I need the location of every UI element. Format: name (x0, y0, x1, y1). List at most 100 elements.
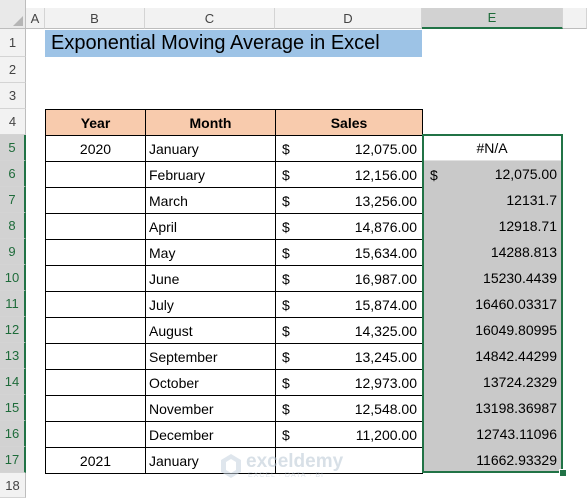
column-header-b[interactable]: B (45, 8, 145, 29)
year-cell[interactable] (45, 187, 146, 214)
ema-cell[interactable]: 14842.44299 (422, 343, 563, 369)
row-header-9[interactable]: 9 (0, 239, 26, 265)
month-cell[interactable]: December (145, 421, 276, 448)
year-cell[interactable]: 2020 (45, 135, 146, 162)
year-cell[interactable] (45, 161, 146, 188)
currency-symbol: $ (282, 375, 290, 391)
exceldemy-logo-icon (221, 454, 241, 478)
header-sales[interactable]: Sales (275, 109, 423, 136)
row-header-17[interactable]: 17 (0, 447, 26, 473)
column-header-a[interactable]: A (26, 8, 45, 29)
currency-symbol: $ (282, 271, 290, 287)
sales-cell[interactable]: 14,876.00 (275, 213, 423, 240)
year-cell[interactable] (45, 239, 146, 266)
ema-cell[interactable]: 12743.11096 (422, 421, 563, 447)
month-cell[interactable]: February (145, 161, 276, 188)
sales-cell[interactable]: 13,256.00 (275, 187, 423, 214)
row-header-12[interactable]: 12 (0, 317, 26, 343)
sales-cell[interactable]: 12,075.00 (275, 135, 423, 162)
row-header-11[interactable]: 11 (0, 291, 26, 317)
month-cell[interactable]: October (145, 369, 276, 396)
column-header-e[interactable]: E (422, 8, 563, 29)
title-cell[interactable]: Exponential Moving Average in Excel (45, 30, 422, 57)
currency-symbol: $ (282, 219, 290, 235)
currency-symbol: $ (282, 141, 290, 157)
ema-cell[interactable]: #N/A (422, 135, 563, 161)
sales-cell[interactable]: 12,548.00 (275, 395, 423, 422)
year-cell[interactable] (45, 291, 146, 318)
ema-cell[interactable]: 12,075.00 (422, 161, 563, 187)
year-cell[interactable] (45, 369, 146, 396)
ema-cell[interactable]: 16049.80995 (422, 317, 563, 343)
ema-cell[interactable]: 15230.4439 (422, 265, 563, 291)
header-year[interactable]: Year (45, 109, 146, 136)
row-header-18[interactable]: 18 (0, 473, 26, 498)
month-cell[interactable]: August (145, 317, 276, 344)
row-header-15[interactable]: 15 (0, 395, 26, 421)
year-cell[interactable] (45, 343, 146, 370)
ema-cell[interactable]: 13724.2329 (422, 369, 563, 395)
month-cell[interactable]: September (145, 343, 276, 370)
month-cell[interactable]: July (145, 291, 276, 318)
ema-cell[interactable]: 13198.36987 (422, 395, 563, 421)
ema-cell[interactable]: 14288.813 (422, 239, 563, 265)
watermark-name: exceldemy (246, 451, 344, 472)
column-header-c[interactable]: C (145, 8, 275, 29)
exceldemy-watermark: exceldemy EXCEL · DATA · BI (220, 449, 370, 485)
year-cell[interactable]: 2021 (45, 447, 146, 474)
select-all-icon (13, 16, 23, 26)
year-cell[interactable] (45, 213, 146, 240)
fill-handle[interactable] (559, 469, 567, 477)
month-cell[interactable]: May (145, 239, 276, 266)
watermark-tagline: EXCEL · DATA · BI (248, 472, 324, 479)
year-cell[interactable] (45, 317, 146, 344)
currency-symbol: $ (282, 245, 290, 261)
header-month[interactable]: Month (145, 109, 276, 136)
currency-symbol: $ (282, 401, 290, 417)
sales-cell[interactable]: 11,200.00 (275, 421, 423, 448)
sales-cell[interactable]: 13,245.00 (275, 343, 423, 370)
row-header-1[interactable]: 1 (0, 29, 26, 57)
row-header-14[interactable]: 14 (0, 369, 26, 395)
row-header-4[interactable]: 4 (0, 109, 26, 135)
row-header-2[interactable]: 2 (0, 57, 26, 83)
row-header-6[interactable]: 6 (0, 161, 26, 187)
sales-cell[interactable]: 16,987.00 (275, 265, 423, 292)
currency-symbol: $ (282, 323, 290, 339)
year-cell[interactable] (45, 265, 146, 292)
currency-symbol: $ (282, 297, 290, 313)
currency-symbol: $ (282, 193, 290, 209)
row-header-16[interactable]: 16 (0, 421, 26, 447)
sales-cell[interactable]: 12,973.00 (275, 369, 423, 396)
sales-cell[interactable]: 15,874.00 (275, 291, 423, 318)
column-header-f[interactable] (563, 8, 587, 29)
month-cell[interactable]: November (145, 395, 276, 422)
select-all-button[interactable] (0, 0, 26, 29)
year-cell[interactable] (45, 395, 146, 422)
ema-cell[interactable]: 12131.7 (422, 187, 563, 213)
ema-cell[interactable]: 12918.71 (422, 213, 563, 239)
month-cell[interactable]: March (145, 187, 276, 214)
ema-cell[interactable]: 16460.03317 (422, 291, 563, 317)
currency-symbol: $ (282, 427, 290, 443)
row-header-7[interactable]: 7 (0, 187, 26, 213)
ribbon-edge (26, 0, 587, 8)
row-header-10[interactable]: 10 (0, 265, 26, 291)
row-header-8[interactable]: 8 (0, 213, 26, 239)
sales-cell[interactable]: 12,156.00 (275, 161, 423, 188)
month-cell[interactable]: April (145, 213, 276, 240)
row-header-3[interactable]: 3 (0, 83, 26, 109)
sales-cell[interactable]: 14,325.00 (275, 317, 423, 344)
currency-symbol: $ (430, 167, 438, 183)
month-cell[interactable]: January (145, 135, 276, 162)
year-cell[interactable] (45, 421, 146, 448)
ema-cell[interactable]: 11662.93329 (422, 447, 563, 473)
currency-symbol: $ (282, 349, 290, 365)
month-cell[interactable]: June (145, 265, 276, 292)
currency-symbol: $ (282, 167, 290, 183)
row-header-5[interactable]: 5 (0, 135, 26, 161)
row-header-13[interactable]: 13 (0, 343, 26, 369)
sales-cell[interactable]: 15,634.00 (275, 239, 423, 266)
column-header-d[interactable]: D (275, 8, 422, 29)
